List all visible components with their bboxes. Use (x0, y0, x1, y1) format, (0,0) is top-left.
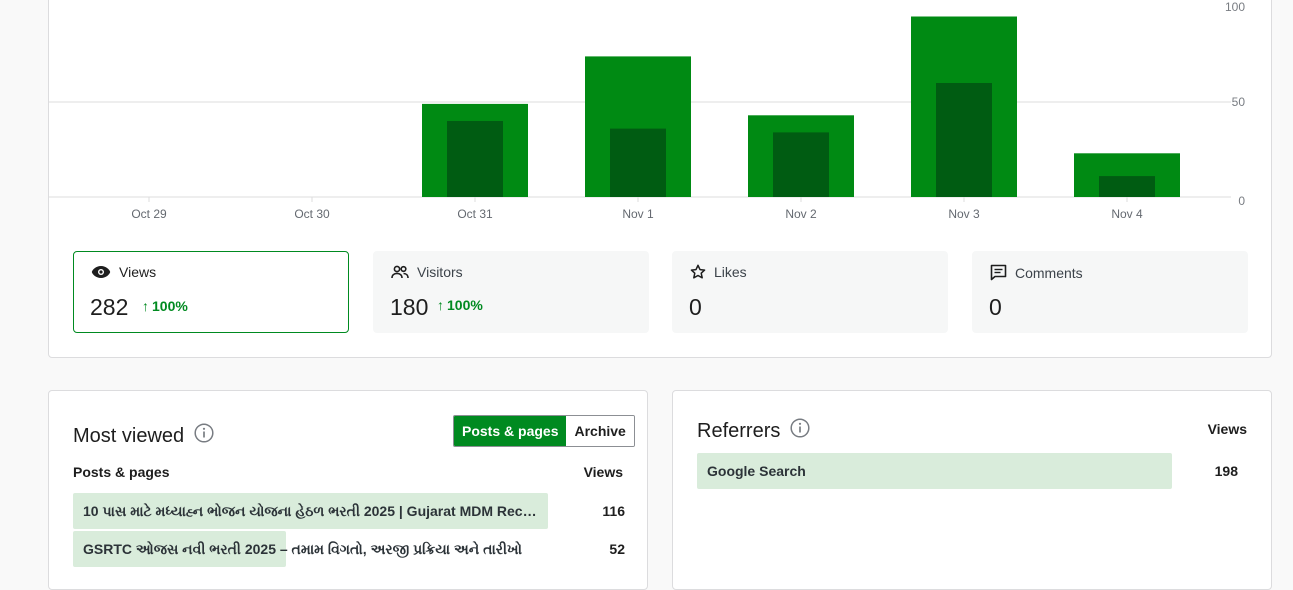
tab-archive[interactable]: Archive (566, 416, 634, 446)
row-bar (73, 493, 548, 529)
arrow-up-icon: ↑ (437, 297, 444, 313)
referrers-title: Referrers (697, 418, 810, 444)
y-tick-label: 100 (1225, 0, 1245, 14)
tab-posts-pages[interactable]: Posts & pages (454, 416, 567, 446)
x-tick-label: Oct 30 (294, 207, 330, 221)
stat-visitors-value: 180 (390, 294, 429, 320)
list-item[interactable]: Google Search 198 (697, 453, 1249, 489)
row-bar (73, 531, 286, 567)
stat-comments-value: 0 (989, 294, 1002, 320)
bar-visitors (447, 121, 503, 197)
list-item[interactable]: 10 પાસ માટે મધ્યાહ્ન ભોજન યોજના હેઠળ ભરત… (73, 493, 625, 529)
bar-visitors (610, 128, 666, 197)
post-title-link[interactable]: GSRTC ઓજસ નવી ભરતી 2025 – તમામ વિગતો, અર… (83, 541, 523, 557)
people-icon (391, 265, 409, 279)
referrers-card: Referrers Views Google Search 198 (672, 390, 1272, 590)
referrer-link[interactable]: Google Search (707, 463, 806, 479)
bar-visitors (773, 132, 829, 197)
column-header-posts: Posts & pages (73, 464, 170, 480)
x-tick-label: Oct 29 (131, 207, 167, 221)
row-bar (697, 453, 1172, 489)
list-item[interactable]: GSRTC ઓજસ નવી ભરતી 2025 – તમામ વિગતો, અર… (73, 531, 625, 567)
bar-visitors (936, 83, 992, 197)
stat-likes-tab[interactable]: Likes 0 (672, 251, 948, 333)
info-icon[interactable] (790, 418, 810, 444)
stat-visitors-tab[interactable]: Visitors 180 ↑ 100% (373, 251, 649, 333)
bar-visitors (1099, 176, 1155, 197)
stat-comments-label: Comments (1015, 264, 1083, 281)
post-title-link[interactable]: 10 પાસ માટે મધ્યાહ્ન ભોજન યોજના હેઠળ ભરત… (83, 503, 538, 519)
stat-visitors-label: Visitors (417, 264, 463, 280)
x-tick-label: Nov 2 (785, 207, 817, 221)
eye-icon (91, 265, 111, 279)
stat-comments-tab[interactable]: Comments 0 (972, 251, 1248, 333)
x-tick-label: Nov 1 (622, 207, 654, 221)
column-header-views: Views (583, 464, 623, 480)
x-tick-label: Nov 3 (948, 207, 980, 221)
column-header-views: Views (1207, 421, 1247, 437)
stat-views-tab[interactable]: Views 282 ↑ 100% (73, 251, 349, 333)
stat-views-value: 282 (90, 294, 129, 320)
stat-likes-value: 0 (689, 294, 702, 320)
row-views: 116 (602, 503, 625, 519)
comment-icon (990, 264, 1007, 281)
x-tick-label: Nov 4 (1111, 207, 1143, 221)
stat-views-trend: ↑ 100% (142, 298, 188, 314)
y-tick-label: 50 (1232, 95, 1246, 109)
most-viewed-tabs: Posts & pages Archive (453, 415, 635, 447)
stat-likes-label: Likes (714, 264, 747, 280)
arrow-up-icon: ↑ (142, 298, 149, 314)
x-tick-label: Oct 31 (457, 207, 493, 221)
traffic-chart: 100 50 0 Oct 29 Oct 30 Oct 31 Nov 1 Nov 2 Nov 3 N… (49, 0, 1246, 221)
row-views: 198 (1214, 463, 1238, 479)
y-tick-label: 0 (1238, 194, 1245, 208)
most-viewed-title: Most viewed (73, 423, 214, 449)
stat-visitors-trend: ↑ 100% (437, 297, 483, 313)
info-icon[interactable] (194, 423, 214, 449)
row-views: 52 (609, 541, 625, 557)
stat-views-label: Views (119, 264, 157, 280)
most-viewed-card: Most viewed Posts & pages Archive Posts … (48, 390, 648, 590)
traffic-chart-card: 100 50 0 Oct 29 Oct 30 Oct 31 Nov 1 Nov 2 Nov 3 N… (48, 0, 1272, 358)
star-icon (690, 264, 706, 280)
